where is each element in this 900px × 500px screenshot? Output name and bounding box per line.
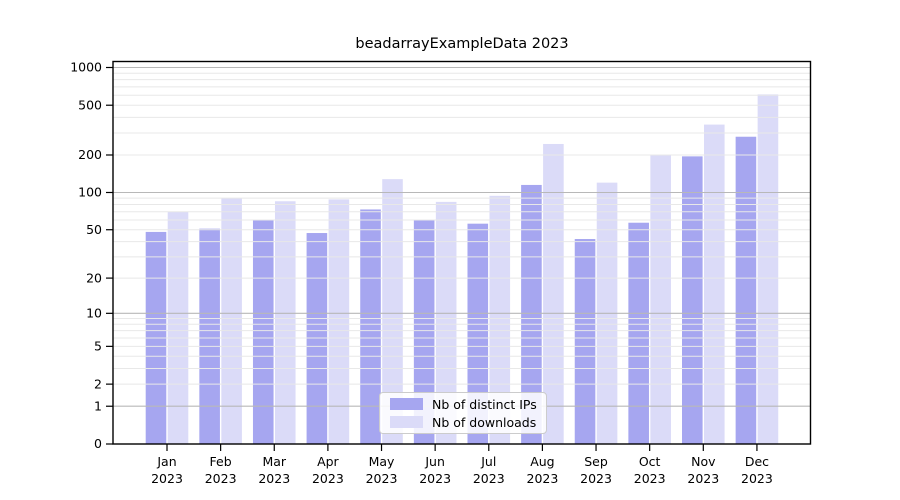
legend-swatch-downloads [390, 416, 423, 428]
bar-nb-of-distinct-ips-mar [252, 219, 274, 444]
legend-label-distinct-ips: Nb of distinct IPs [432, 396, 537, 412]
y-tick-label-100: 100 [78, 185, 102, 200]
bar-nb-of-downloads-dec [757, 94, 779, 445]
x-tick-label-sep: Sep [584, 454, 608, 469]
x-tick-year-mar: 2023 [258, 471, 290, 486]
y-tick-label-200: 200 [78, 147, 102, 162]
legend-row-downloads: Nb of downloads [390, 415, 538, 430]
y-tick-label-0: 0 [94, 436, 102, 451]
x-tick-year-may: 2023 [366, 471, 398, 486]
x-tick-label-oct: Oct [639, 454, 661, 469]
x-tick-label-feb: Feb [210, 454, 232, 469]
x-tick-label-may: May [369, 454, 395, 469]
legend-swatch-distinct-ips [390, 398, 423, 410]
bar-nb-of-downloads-feb [221, 198, 242, 444]
y-tick-label-1: 1 [94, 398, 102, 413]
bar-nb-of-distinct-ips-jun [413, 219, 435, 444]
bar-nb-of-distinct-ips-apr [306, 233, 328, 444]
x-tick-label-nov: Nov [691, 454, 716, 469]
bar-nb-of-downloads-oct [650, 154, 671, 444]
bar-nb-of-downloads-apr [328, 199, 350, 444]
bar-nb-of-downloads-jun [435, 201, 457, 444]
x-tick-year-oct: 2023 [634, 471, 666, 486]
x-tick-year-jan: 2023 [151, 471, 183, 486]
bar-nb-of-downloads-aug [543, 143, 564, 444]
bar-nb-of-distinct-ips-aug [521, 184, 542, 444]
bar-nb-of-distinct-ips-nov [682, 156, 703, 445]
x-tick-year-sep: 2023 [580, 471, 612, 486]
x-tick-label-apr: Apr [317, 454, 339, 469]
y-tick-label-10: 10 [86, 306, 102, 321]
y-tick-label-1000: 1000 [70, 60, 102, 75]
x-tick-year-jul: 2023 [473, 471, 505, 486]
legend-label-downloads: Nb of downloads [432, 414, 537, 430]
y-tick-label-5: 5 [94, 339, 102, 354]
x-tick-year-apr: 2023 [312, 471, 344, 486]
x-tick-year-dec: 2023 [741, 471, 773, 486]
x-tick-label-jun: Jun [424, 454, 445, 469]
x-tick-label-mar: Mar [262, 454, 286, 469]
y-tick-label-500: 500 [78, 97, 102, 112]
x-tick-year-aug: 2023 [527, 471, 559, 486]
bar-nb-of-distinct-ips-may [360, 209, 381, 444]
bar-nb-of-downloads-jul [489, 195, 511, 444]
legend-row-distinct-ips: Nb of distinct IPs [390, 397, 538, 412]
x-tick-year-jun: 2023 [419, 471, 451, 486]
bar-nb-of-downloads-nov [704, 124, 725, 444]
x-tick-label-jan: Jan [156, 454, 176, 469]
legend: Nb of distinct IPs Nb of downloads [379, 392, 547, 434]
x-tick-label-jul: Jul [480, 454, 496, 469]
bar-nb-of-distinct-ips-jul [467, 223, 489, 444]
bar-nb-of-downloads-jan [167, 211, 189, 444]
bar-nb-of-distinct-ips-feb [199, 228, 220, 444]
y-tick-label-2: 2 [94, 376, 102, 391]
bar-nb-of-distinct-ips-sep [574, 239, 596, 444]
x-tick-year-feb: 2023 [205, 471, 237, 486]
x-tick-year-nov: 2023 [687, 471, 719, 486]
chart-title: beadarrayExampleData 2023 [355, 36, 569, 52]
x-tick-label-dec: Dec [745, 454, 769, 469]
bar-nb-of-downloads-may [382, 179, 403, 445]
bar-nb-of-distinct-ips-dec [735, 136, 757, 444]
plot-box [112, 60, 812, 445]
y-tick-label-50: 50 [86, 222, 102, 237]
bar-nb-of-downloads-mar [274, 201, 296, 444]
x-tick-label-aug: Aug [530, 454, 554, 469]
bar-nb-of-distinct-ips-oct [628, 222, 649, 444]
y-tick-label-20: 20 [86, 270, 102, 285]
